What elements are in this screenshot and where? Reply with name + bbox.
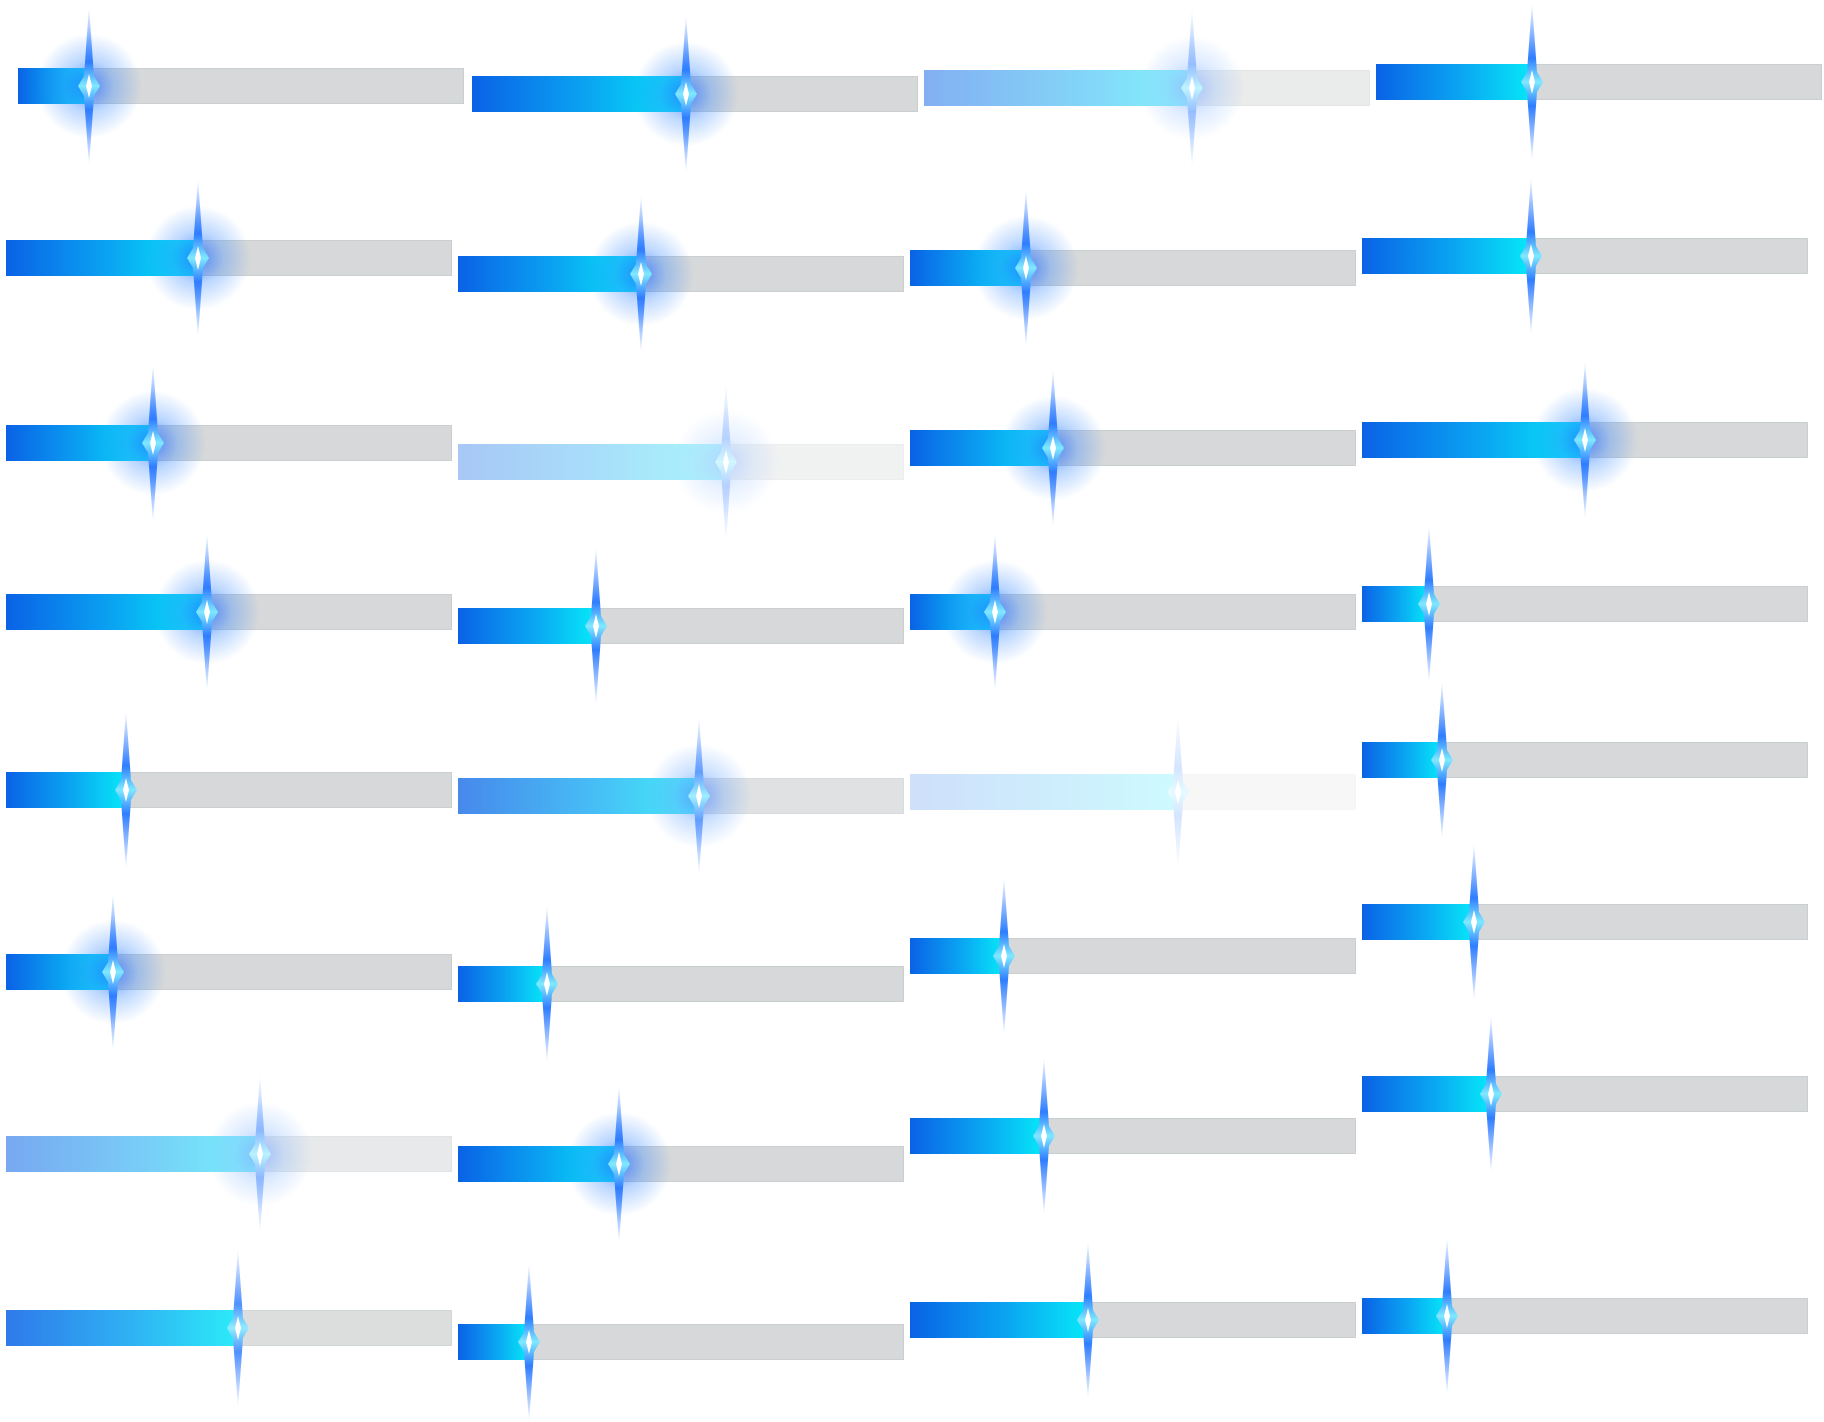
progress-fill <box>1362 1298 1447 1334</box>
progress-spark-icon <box>993 876 1015 1036</box>
progress-spark-icon <box>1042 368 1064 528</box>
progress-spark-icon <box>1480 1014 1502 1174</box>
progress-fill <box>458 1324 529 1360</box>
progress-spark-icon <box>715 382 737 542</box>
progress-fill <box>1362 742 1442 778</box>
progress-spark-icon <box>142 363 164 523</box>
progress-fill <box>1362 586 1429 622</box>
progress-fill <box>458 1146 619 1182</box>
progress-bar <box>910 368 1356 528</box>
progress-bar <box>1376 2 1822 162</box>
progress-spark-icon <box>196 532 218 692</box>
progress-bar <box>1362 680 1808 840</box>
progress-bar <box>910 532 1356 692</box>
progress-bar <box>1362 360 1808 520</box>
progress-bar <box>6 178 452 338</box>
progress-spark-icon <box>1418 524 1440 684</box>
progress-bar <box>910 876 1356 1036</box>
progress-spark-icon <box>187 178 209 338</box>
progress-spark-icon <box>1574 360 1596 520</box>
progress-bar <box>458 1262 904 1422</box>
progress-fill <box>6 425 153 461</box>
progress-spark-icon <box>518 1262 540 1422</box>
progress-fill <box>910 1118 1044 1154</box>
progress-bar <box>6 1248 452 1408</box>
progress-bar <box>910 1056 1356 1216</box>
progress-spark-icon <box>249 1074 271 1234</box>
progress-fill <box>1376 64 1532 100</box>
progress-fill <box>458 608 596 644</box>
progress-track <box>910 774 1356 810</box>
progress-fill <box>910 594 995 630</box>
progress-fill <box>6 240 198 276</box>
progress-spark-icon <box>1436 1236 1458 1396</box>
progress-fill <box>458 966 547 1002</box>
progress-bar <box>6 363 452 523</box>
progress-fill <box>6 772 126 808</box>
progress-fill <box>6 954 113 990</box>
progress-spark-icon <box>78 6 100 166</box>
progress-bar <box>458 546 904 706</box>
progress-track <box>458 444 904 480</box>
progress-spark-icon <box>536 904 558 1064</box>
progress-fill <box>910 1302 1088 1338</box>
progress-spark-icon <box>984 532 1006 692</box>
progress-bar <box>1362 1014 1808 1174</box>
progress-fill <box>6 1310 238 1346</box>
progress-bar <box>1362 176 1808 336</box>
progress-bar <box>458 1084 904 1244</box>
progress-fill <box>910 430 1053 466</box>
progress-fill <box>458 444 726 480</box>
progress-spark-icon <box>1521 2 1543 162</box>
progress-bar <box>910 1240 1356 1400</box>
progress-fill <box>924 70 1192 106</box>
progress-fill <box>1362 1076 1491 1112</box>
progress-spark-icon <box>115 710 137 870</box>
progress-spark-icon <box>608 1084 630 1244</box>
progress-spark-icon <box>688 716 710 876</box>
progress-spark-icon <box>1520 176 1542 336</box>
progress-spark-icon <box>1431 680 1453 840</box>
progress-bar <box>458 904 904 1064</box>
progress-spark-icon <box>630 194 652 354</box>
progress-spark-icon <box>585 546 607 706</box>
progress-fill <box>910 250 1026 286</box>
progress-fill <box>1362 904 1474 940</box>
progress-spark-icon <box>1167 712 1189 872</box>
progress-bar <box>910 188 1356 348</box>
progress-spark-icon <box>1463 842 1485 1002</box>
progress-bar <box>924 8 1370 168</box>
progress-spark-icon <box>102 892 124 1052</box>
progress-bar <box>458 716 904 876</box>
progress-bar <box>1362 842 1808 1002</box>
progress-spark-icon <box>1077 1240 1099 1400</box>
progress-bar <box>6 1074 452 1234</box>
progress-fill <box>910 938 1004 974</box>
progress-fill <box>6 594 207 630</box>
progress-bar <box>6 710 452 870</box>
progress-bar <box>18 6 464 166</box>
progress-spark-icon <box>1181 8 1203 168</box>
progress-fill <box>458 256 641 292</box>
progress-fill <box>6 1136 260 1172</box>
progress-fill <box>1362 238 1531 274</box>
progress-bar <box>6 532 452 692</box>
progress-bar <box>910 712 1356 872</box>
progress-bar <box>1362 1236 1808 1396</box>
progress-fill <box>458 778 699 814</box>
progress-bar <box>6 892 452 1052</box>
progress-bar <box>1362 524 1808 684</box>
progress-bar <box>472 14 918 174</box>
progress-spark-icon <box>227 1248 249 1408</box>
progress-spark-icon <box>1033 1056 1055 1216</box>
progress-spark-icon <box>1015 188 1037 348</box>
progress-fill <box>1362 422 1585 458</box>
progress-bar <box>458 194 904 354</box>
progress-fill <box>910 774 1178 810</box>
progress-fill <box>472 76 686 112</box>
progress-spark-icon <box>675 14 697 174</box>
progress-bar <box>458 382 904 542</box>
